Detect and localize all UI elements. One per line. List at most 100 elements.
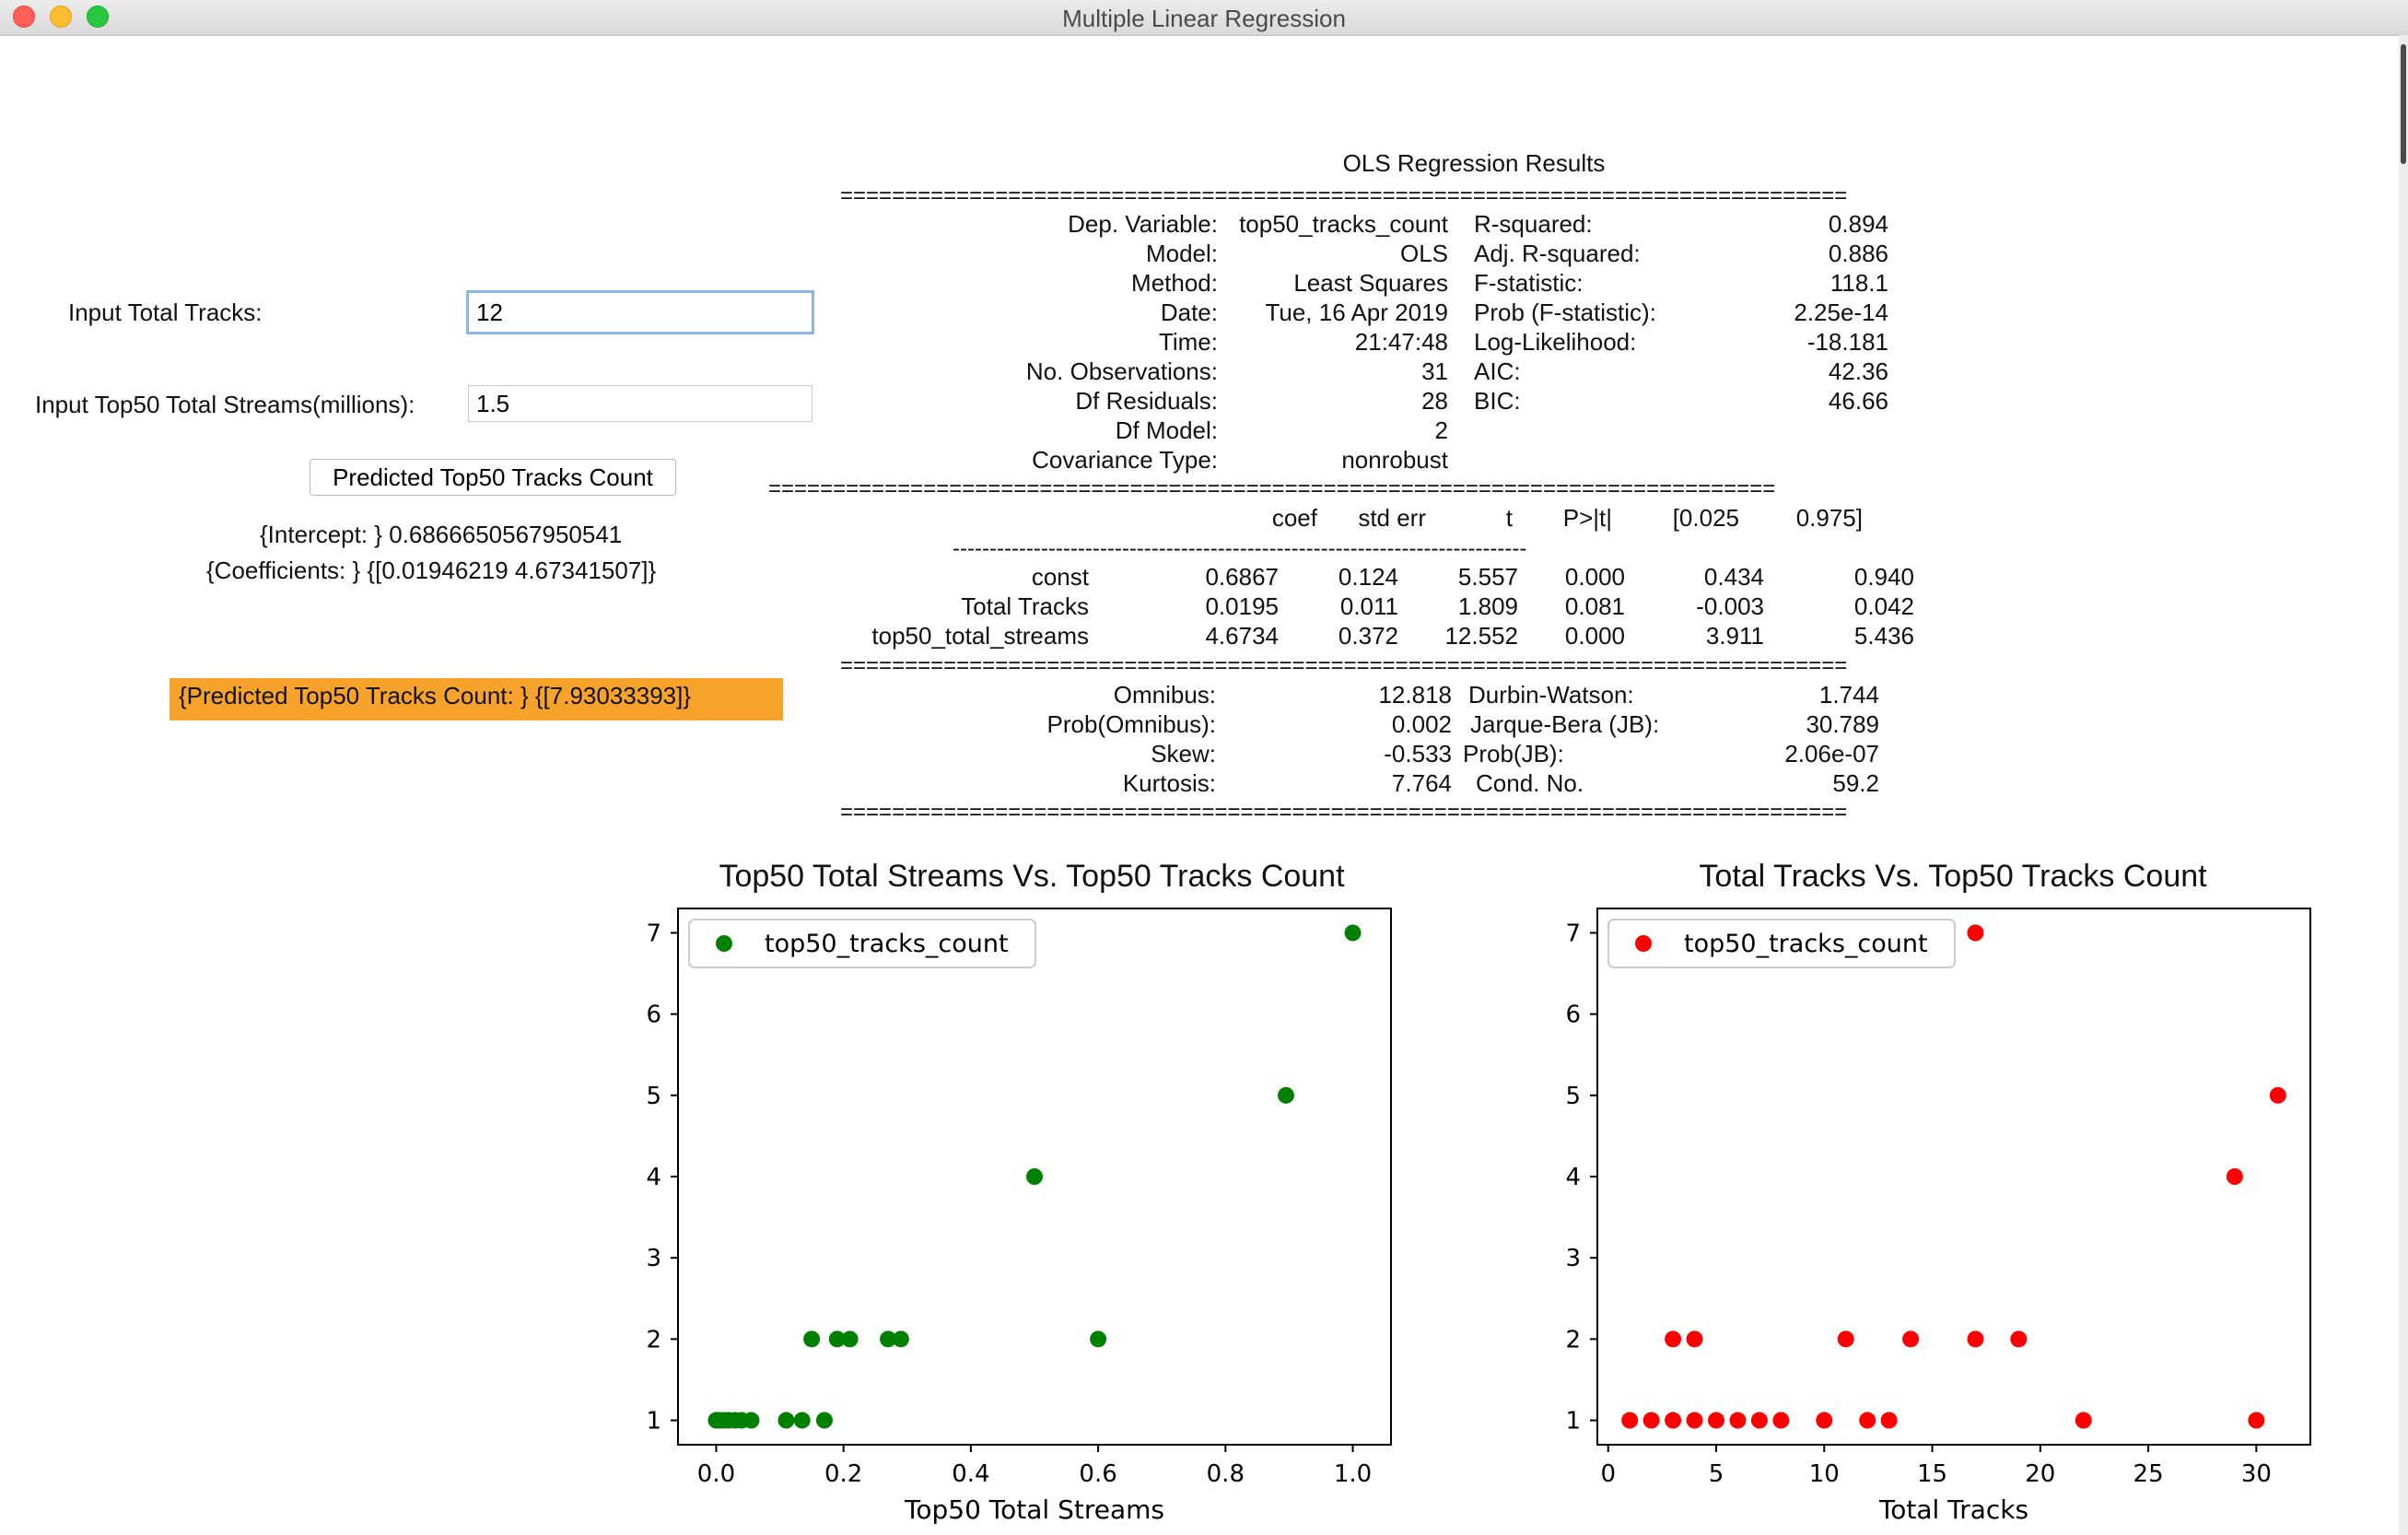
data-point [892, 1330, 909, 1348]
data-point [2269, 1086, 2286, 1104]
ols-stat-value: 2.25e-14 [1794, 299, 1888, 326]
diag-label: Durbin-Watson: [1468, 681, 1634, 709]
ols-stat-value: OLS [1399, 240, 1448, 267]
coef-cell: 0.0195 [1205, 592, 1279, 620]
axes-frame [1596, 908, 2311, 1446]
minimize-window-button[interactable] [50, 6, 72, 28]
x-tick-label: 10 [1809, 1460, 1840, 1488]
data-point [1816, 1412, 1833, 1429]
y-tick-label: 5 [646, 1083, 661, 1110]
ols-stat-label: Covariance Type: [1032, 446, 1218, 474]
coef-cell: 0.042 [1853, 592, 1914, 620]
data-point [1642, 1412, 1660, 1429]
streams-input[interactable] [468, 385, 812, 422]
y-tick-label: 5 [1565, 1083, 1581, 1110]
ols-stat-label: Df Model: [1115, 416, 1218, 444]
streams-label: Input Top50 Total Streams(millions): [35, 391, 415, 418]
ols-stat-label: R-squared: [1474, 210, 1593, 238]
ols-stat-label: Model: [1145, 240, 1218, 267]
data-point [1090, 1330, 1107, 1348]
coef-cell: 0.081 [1564, 592, 1625, 620]
diag-value: 2.06e-07 [1784, 740, 1879, 768]
chart-1-title: Top50 Total Streams Vs. Top50 Tracks Cou… [719, 859, 1345, 894]
window-title: Multiple Linear Regression [1062, 5, 1346, 32]
data-point [1967, 1330, 1984, 1348]
coef-header-3: P>|t| [1562, 504, 1612, 532]
data-point [1686, 1412, 1703, 1429]
x-tick-label: 1.0 [1334, 1460, 1372, 1488]
separator-1: ========================================… [840, 185, 1848, 207]
data-point [1665, 1330, 1682, 1348]
diag-value: 12.818 [1378, 681, 1452, 709]
coef-cell: 0.011 [1339, 592, 1398, 620]
x-tick-label: 15 [1917, 1460, 1947, 1488]
dash-separator: ----------------------------------------… [953, 538, 1527, 560]
ols-stat-label: F-statistic: [1474, 269, 1584, 297]
coef-cell: 0.000 [1564, 563, 1625, 591]
data-point [2226, 1168, 2243, 1185]
x-tick-label: 0.8 [1207, 1460, 1245, 1488]
window-titlebar: Multiple Linear Regression [0, 0, 2408, 36]
y-tick-label: 1 [646, 1408, 661, 1435]
close-window-button[interactable] [13, 6, 35, 28]
y-tick-label: 7 [1565, 920, 1581, 947]
ols-stat-value: 2 [1434, 416, 1448, 444]
legend-marker [1635, 935, 1652, 952]
coef-cell: 12.552 [1444, 622, 1518, 650]
coef-header-4: [0.025 [1672, 504, 1739, 532]
data-point [777, 1412, 795, 1429]
data-point [1277, 1086, 1294, 1104]
data-point [1967, 924, 1984, 942]
coef-row-label: top50_total_streams [871, 622, 1089, 650]
chart-2-title: Total Tracks Vs. Top50 Tracks Count [1699, 859, 2207, 894]
coef-cell: 5.436 [1853, 622, 1914, 650]
data-point [742, 1412, 760, 1429]
x-tick-label: 0.4 [952, 1460, 989, 1488]
x-tick-label: 0.6 [1079, 1460, 1116, 1488]
ols-stat-value: -18.181 [1806, 328, 1888, 356]
x-tick-label: 30 [2241, 1460, 2272, 1488]
ols-stat-value: 0.894 [1828, 210, 1888, 238]
diag-value: 0.002 [1391, 710, 1452, 738]
intercept-text: {Intercept: } 0.6866650567950541 [260, 521, 623, 548]
data-point [1772, 1412, 1790, 1429]
diag-value: 1.744 [1818, 681, 1879, 709]
data-point [880, 1330, 897, 1348]
y-tick-label: 4 [646, 1164, 661, 1191]
y-tick-label: 3 [646, 1245, 661, 1272]
ols-stat-label: Method: [1131, 269, 1218, 297]
separator-3: ========================================… [840, 655, 1848, 677]
x-axis-label: Top50 Total Streams [904, 1494, 1164, 1525]
coef-cell: 3.911 [1705, 622, 1764, 650]
predict-button[interactable]: Predicted Top50 Tracks Count [310, 459, 676, 496]
ols-stat-value: 0.886 [1828, 240, 1888, 267]
window-scrollbar[interactable] [2399, 35, 2408, 1535]
ols-stat-value: Tue, 16 Apr 2019 [1265, 299, 1448, 326]
x-tick-label: 20 [2025, 1460, 2055, 1488]
ols-stat-value: 21:47:48 [1354, 328, 1448, 356]
ols-stat-value: 118.1 [1829, 269, 1888, 297]
zoom-window-button[interactable] [87, 6, 109, 28]
diag-label: Jarque-Bera (JB): [1470, 710, 1660, 738]
total-tracks-input[interactable] [466, 290, 814, 334]
diag-label: Prob(Omnibus): [1046, 710, 1217, 738]
data-point [1902, 1330, 1920, 1348]
data-point [793, 1412, 811, 1429]
data-point [1750, 1412, 1768, 1429]
y-tick-label: 6 [646, 1002, 661, 1029]
y-tick-label: 3 [1565, 1245, 1581, 1272]
ols-stat-value: 31 [1421, 357, 1448, 385]
data-point [2010, 1330, 2028, 1348]
coef-cell: 0.000 [1564, 622, 1625, 650]
data-point [1344, 924, 1362, 942]
data-point [841, 1330, 859, 1348]
coef-cell: -0.003 [1696, 592, 1764, 620]
chart-1-plot: 1 2 3 4 5 6 7 0.0 0.2 0.4 0.6 0.8 1.0 Top50 Total Str… [646, 908, 1392, 1525]
data-point [1729, 1412, 1747, 1429]
y-tick-label: 7 [646, 920, 661, 947]
scrollbar-thumb[interactable] [2401, 44, 2406, 164]
y-tick-label: 2 [1565, 1326, 1581, 1353]
coef-cell: 1.809 [1457, 592, 1518, 620]
diag-value: 30.789 [1806, 710, 1879, 738]
ols-stat-label: Dep. Variable: [1068, 210, 1218, 238]
